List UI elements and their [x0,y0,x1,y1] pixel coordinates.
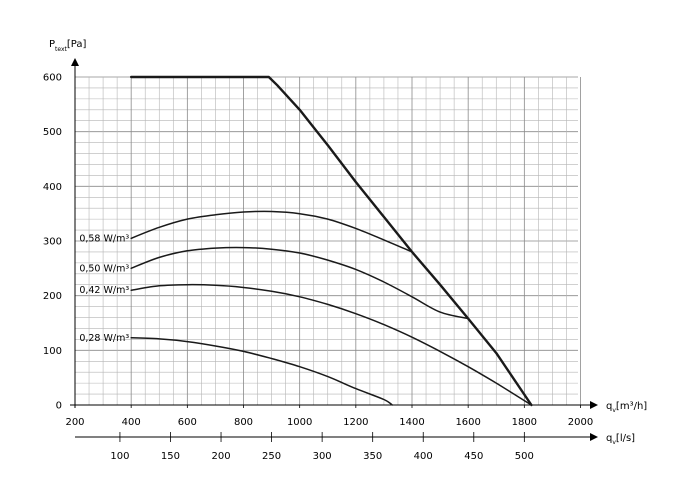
x-tick-label: 1600 [455,417,480,428]
x2-tick-label: 100 [110,451,129,462]
x-axis-title-main: q [606,401,612,412]
x2-axis-arrow [590,433,598,441]
x2-tick-label: 450 [464,451,483,462]
y-axis-title-unit: [Pa] [67,39,87,50]
y-tick-label: 600 [43,73,62,84]
y-axis-title: Ptext[Pa] [49,39,86,53]
series-label: 0,58 W/m³ [79,233,129,244]
y-axis-title-sub: text [55,46,67,53]
y-tick-label: 200 [43,291,62,302]
series-line-4 [130,337,394,406]
series-label: 0,28 W/m³ [79,333,129,344]
series [130,75,533,407]
x2-axis-title: qv[l/s] [606,433,635,446]
x-tick-label: 400 [122,417,141,428]
x2-axis-title-sub: v [612,439,616,446]
y-axis-arrow [71,58,79,66]
x-tick-label: 1200 [343,417,368,428]
x-axis-title: qv[m³/h] [606,401,647,414]
y-tick-label: 500 [43,127,62,138]
series-line-1 [130,210,413,253]
series-label: 0,42 W/m³ [79,285,129,296]
x-axis-title-unit: [m³/h] [616,401,647,412]
x2-tick-label: 200 [211,451,230,462]
x-tick-label: 1000 [287,417,312,428]
grid [74,76,581,406]
series-line-3 [130,283,533,406]
x2-tick-label: 150 [161,451,180,462]
y-tick-label: 0 [56,401,62,412]
x2-tick-label: 500 [515,451,534,462]
x2-tick-label: 300 [313,451,332,462]
series-label: 0,50 W/m³ [79,263,129,274]
x-tick-label: 600 [178,417,197,428]
x-axis-arrow [590,401,598,409]
y-tick-label: 300 [43,237,62,248]
y-axis-title-main: P [49,39,55,50]
y-tick-label: 400 [43,182,62,193]
x-tick-label: 800 [234,417,253,428]
x2-axis-title-unit: [l/s] [616,433,635,444]
max-curve-line [130,75,533,407]
x2-axis-title-main: q [606,433,612,444]
x-tick-label: 200 [65,417,84,428]
axes [70,58,598,442]
x2-tick-label: 350 [363,451,382,462]
series-line-2 [130,246,469,320]
x2-tick-label: 250 [262,451,281,462]
y-tick-label: 100 [43,346,62,357]
x-tick-label: 2000 [568,417,593,428]
x2-tick-label: 400 [414,451,433,462]
x-axis-title-sub: v [612,407,616,414]
x-tick-label: 1800 [512,417,537,428]
x-tick-label: 1400 [399,417,424,428]
